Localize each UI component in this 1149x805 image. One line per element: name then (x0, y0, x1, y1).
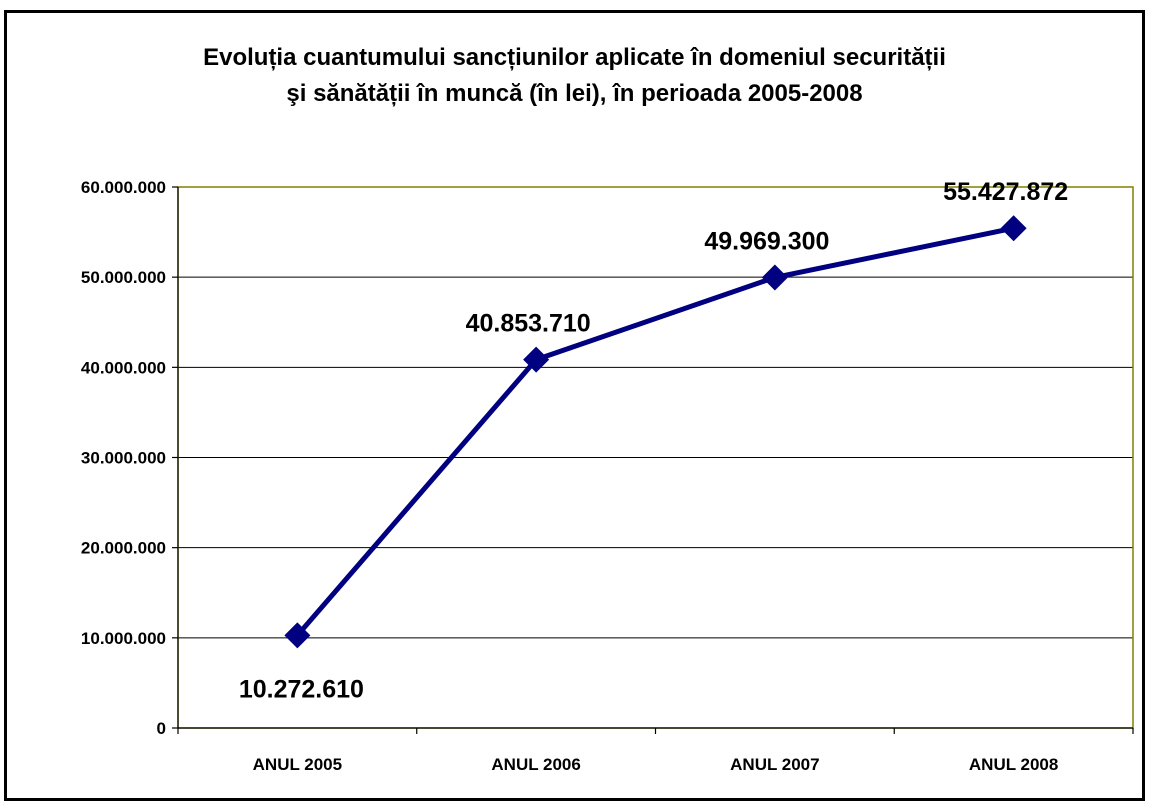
chart-title-line-1: Evoluția cuantumului sancțiunilor aplica… (203, 44, 946, 71)
y-tick-label: 40.000.000 (81, 358, 166, 377)
data-label: 10.272.610 (239, 675, 364, 703)
data-label: 40.853.710 (466, 310, 591, 338)
y-tick-label: 20.000.000 (81, 539, 166, 558)
data-point-markers (284, 215, 1027, 649)
chart-title-line-2: şi sănătății în muncă (în lei), în perio… (286, 80, 863, 107)
x-tick-label: ANUL 2005 (253, 755, 342, 774)
y-tick-label: 0 (157, 719, 166, 738)
data-point-marker (284, 622, 311, 649)
x-tick-label: ANUL 2006 (491, 755, 580, 774)
chart-title: Evoluția cuantumului sancțiunilor aplica… (0, 40, 1149, 112)
series-line (295, 225, 1015, 638)
data-label: 49.969.300 (704, 227, 829, 255)
y-tick-label: 50.000.000 (81, 268, 166, 287)
axes (172, 186, 1134, 734)
x-tick-label: ANUL 2007 (730, 755, 819, 774)
series-line-group (295, 225, 1015, 638)
y-tick-label: 60.000.000 (81, 178, 166, 197)
chart-frame (4, 10, 1145, 801)
data-labels: 10.272.610 40.853.710 49.969.300 55.427.872 (239, 178, 1068, 703)
data-label: 55.427.872 (943, 178, 1068, 206)
y-tick-label: 30.000.000 (81, 449, 166, 468)
data-point-marker (761, 264, 788, 291)
data-point-marker (523, 346, 550, 373)
gridlines (178, 276, 1133, 639)
x-tick-label: ANUL 2008 (969, 755, 1058, 774)
x-axis-tick-labels: ANUL 2005 ANUL 2006 ANUL 2007 ANUL 2008 (253, 755, 1059, 774)
y-tick-label: 10.000.000 (81, 629, 166, 648)
y-axis-tick-labels: 0 10.000.000 20.000.000 30.000.000 40.000.00… (81, 178, 166, 738)
data-point-marker (1000, 215, 1027, 242)
